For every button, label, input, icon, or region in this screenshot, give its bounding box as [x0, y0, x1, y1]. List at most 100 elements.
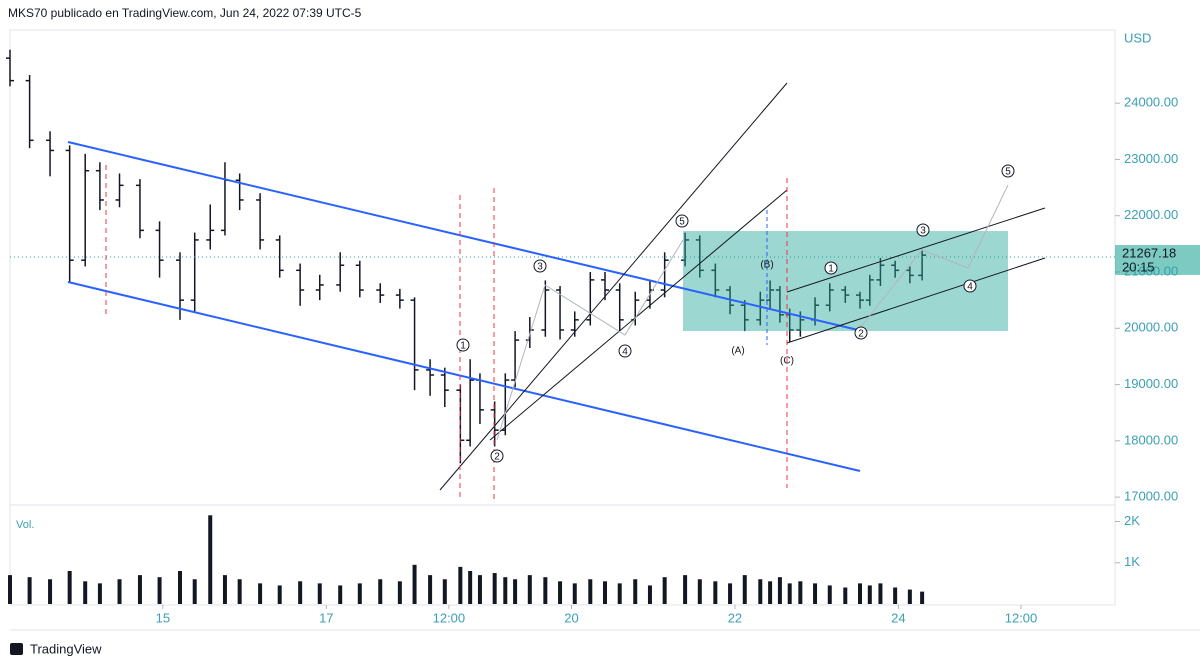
wave-circle [675, 214, 689, 228]
footer: TradingView [30, 641, 102, 656]
dashed-markers [105, 165, 788, 500]
volume-bar [428, 575, 433, 604]
wave-circle [824, 261, 838, 275]
header: MKS70 publicado en TradingView.com, Jun … [8, 6, 362, 20]
volume-bar [338, 585, 343, 604]
volume-bar [777, 577, 782, 604]
countdown-label: 20:15 [1122, 259, 1155, 274]
volume-bar [412, 564, 417, 604]
currency: USD [1124, 30, 1151, 45]
volume-bar [137, 575, 142, 604]
volume-bar [97, 583, 102, 604]
volume-bar [503, 577, 508, 604]
volume-bar [843, 587, 848, 604]
wave-label: 5 [679, 217, 685, 228]
volume-bar [67, 571, 72, 604]
wave-label: 2 [494, 452, 500, 463]
wave-label: 1 [460, 341, 466, 352]
plot-frame [9, 29, 1116, 606]
volume-bar [758, 579, 763, 604]
volume-bar [83, 581, 88, 604]
volume-bar [258, 583, 263, 604]
channel-line [67, 281, 861, 472]
last-price-label: 21267.18 [1122, 245, 1176, 260]
x-tick-label: 12:00 [1005, 610, 1038, 625]
x-tick-label: 24 [891, 610, 905, 625]
channel-line [489, 189, 788, 441]
wave-circle [618, 344, 632, 358]
y-tick-label: 20000.00 [1124, 320, 1178, 335]
volume-bar [277, 585, 282, 604]
volume-bar [878, 583, 883, 604]
volume-bar [192, 579, 197, 604]
volume-bar [572, 583, 577, 604]
volume-bar [48, 579, 53, 604]
channel-line [786, 257, 1046, 344]
volume-bar [357, 583, 362, 604]
volume-bar [458, 566, 463, 604]
volume-bar [588, 579, 593, 604]
y-tick-label: 22000.00 [1124, 207, 1178, 222]
volume-bar [527, 575, 532, 604]
x-tick-label: 12:00 [433, 610, 466, 625]
y-tick-label: 19000.00 [1124, 376, 1178, 391]
wave-label: 2 [858, 329, 864, 340]
volume-bar [492, 573, 497, 604]
volume-bar [157, 577, 162, 604]
volume-bar [513, 579, 518, 604]
volume-bar [8, 575, 12, 604]
volume-bar [543, 577, 548, 604]
wave-circle [490, 449, 504, 463]
volume-bar [477, 575, 482, 604]
wave-circle [916, 223, 930, 237]
volume-bar [813, 583, 818, 604]
wave-label: 4 [967, 282, 973, 293]
x-tick-label: 20 [564, 610, 578, 625]
volume-bar [742, 575, 747, 604]
drawings: 1 2 3 4 5 (A) (B) (C) 1 2 3 4 5 [67, 82, 1046, 500]
volume-bar [683, 575, 688, 604]
x-tick-label: 17 [319, 610, 333, 625]
last-price-box [1115, 244, 1200, 275]
volume-bar [617, 583, 622, 604]
volume-bar [27, 577, 32, 604]
wave-path [496, 239, 684, 441]
wave-label: 5 [1005, 167, 1011, 178]
wave-label: 4 [622, 347, 628, 358]
wave-circle [854, 326, 868, 340]
wave-label: (B) [760, 260, 773, 271]
volume-bar [558, 581, 563, 604]
wave-label: 3 [920, 226, 926, 237]
volume-bar [208, 515, 213, 604]
volume-bar [798, 581, 803, 604]
marks: 17000.0018000.0019000.0020000.0021000.00… [6, 49, 1200, 625]
volume-bar [662, 577, 667, 604]
volume-bar [468, 571, 473, 604]
volume-bar [178, 571, 182, 604]
y-tick-label: 24000.00 [1124, 95, 1178, 110]
logo-icon [10, 643, 23, 655]
wave-circle [963, 279, 977, 293]
footer-logo: TradingView [10, 641, 102, 656]
channel-line [786, 207, 1046, 293]
volume-tick-label: 1K [1124, 554, 1140, 569]
volume-bar [728, 583, 733, 604]
channel-line [67, 141, 859, 331]
wave-circle [1001, 164, 1015, 178]
wave-label: (A) [731, 346, 744, 357]
channel-line [439, 82, 788, 491]
volume-bar [117, 579, 122, 604]
volume-bar [647, 585, 652, 604]
x-tick-label: 15 [156, 610, 170, 625]
y-tick-label: 18000.00 [1124, 432, 1178, 447]
volume-bar [697, 579, 702, 604]
volume-bar [893, 587, 898, 604]
volume-bar [827, 585, 832, 604]
volume-bar [920, 591, 925, 604]
x-tick-label: 22 [728, 610, 742, 625]
wave-circle [456, 338, 470, 352]
volume-bar [907, 589, 912, 604]
range-box [683, 231, 1008, 331]
